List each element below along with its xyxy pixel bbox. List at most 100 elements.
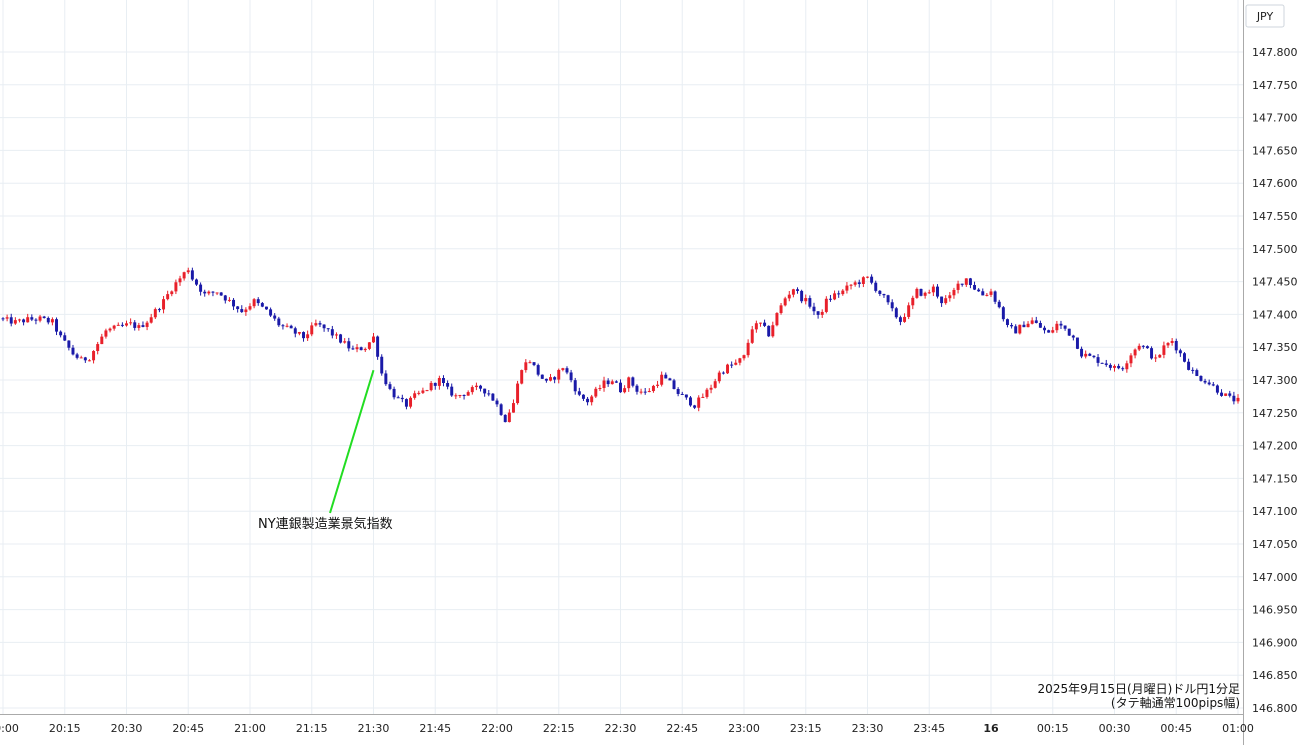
candle-body [207, 291, 211, 294]
candle-body [1121, 368, 1125, 370]
candle-body [240, 309, 244, 313]
candle-body [1104, 363, 1108, 365]
currency-badge[interactable]: JPY [1245, 4, 1285, 28]
candle-body [553, 377, 557, 380]
x-tick-label: 22:00 [481, 722, 513, 735]
candle-body [1030, 320, 1034, 324]
candle-body [376, 336, 380, 357]
candle-body [837, 293, 841, 295]
candle-body [256, 299, 260, 304]
candle-body [1088, 353, 1092, 356]
candle-body [964, 278, 968, 285]
y-tick-label: 146.800 [1252, 702, 1298, 715]
candle-body [730, 364, 734, 366]
candle-body [87, 360, 91, 362]
x-tick-label: 21:00 [234, 722, 266, 735]
candle-body [252, 299, 256, 307]
candle-body [120, 324, 124, 326]
candle-body [800, 290, 804, 302]
candle-body [866, 276, 869, 278]
candle-body [569, 372, 573, 381]
candle-body [1018, 324, 1022, 334]
candle-body [59, 331, 63, 336]
candle-body [96, 344, 100, 352]
candle-body [499, 404, 503, 415]
y-tick-label: 147.000 [1252, 571, 1298, 584]
x-tick-label: 01:00 [1222, 722, 1254, 735]
candle-body [738, 358, 742, 363]
candle-body [1014, 326, 1018, 334]
candle-body [861, 277, 865, 284]
candle-body [520, 370, 524, 384]
candle-body [63, 335, 67, 341]
y-tick-label: 147.050 [1252, 538, 1298, 551]
candle-body [359, 347, 363, 351]
candle-body [380, 356, 384, 374]
candle-body [561, 368, 565, 370]
x-tick-label: 23:00 [728, 722, 760, 735]
y-tick-label: 147.300 [1252, 374, 1298, 387]
candle-body [1145, 346, 1149, 349]
candle-body [13, 320, 17, 324]
candle-body [1170, 340, 1174, 343]
candle-body [269, 309, 273, 316]
candle-body [149, 317, 153, 323]
candle-body [26, 317, 30, 323]
candle-body [804, 298, 808, 302]
candle-body [38, 316, 42, 321]
candle-body [108, 328, 112, 331]
y-tick-label: 147.100 [1252, 505, 1298, 518]
candle-body [277, 318, 281, 326]
candle-body [911, 297, 915, 306]
candle-body [726, 364, 730, 374]
candle-body [400, 397, 404, 400]
candle-body [203, 291, 207, 294]
candle-body [985, 294, 989, 296]
candle-body [372, 336, 375, 343]
candle-body [437, 378, 441, 386]
y-tick-label: 147.650 [1252, 144, 1298, 157]
candle-body [693, 405, 697, 408]
candle-body [656, 384, 660, 386]
candle-body [1183, 353, 1186, 362]
x-tick-label: 20:30 [111, 722, 143, 735]
candle-body [882, 293, 886, 296]
candle-body [236, 306, 240, 310]
candle-body [433, 382, 437, 386]
candle-body [310, 325, 314, 335]
candle-body [260, 303, 264, 307]
candle-body [458, 394, 462, 396]
candle-body [141, 325, 145, 327]
candle-body [474, 385, 478, 388]
candle-body [1113, 365, 1116, 368]
candle-body [133, 322, 137, 328]
y-tick-label: 147.550 [1252, 210, 1298, 223]
candle-body [549, 377, 552, 381]
candle-body [330, 329, 334, 336]
candle-body [100, 336, 104, 345]
candle-body [540, 374, 544, 379]
candle-body [767, 325, 771, 337]
candle-body [721, 372, 725, 374]
candle-body [145, 322, 149, 327]
candle-body [577, 391, 581, 395]
candle-body [701, 396, 705, 398]
candle-body [483, 388, 487, 394]
candle-body [334, 334, 338, 336]
candle-body [129, 322, 133, 324]
candle-body [367, 342, 371, 349]
candle-body [581, 394, 585, 399]
candle-body [960, 283, 964, 285]
y-tick-label: 146.850 [1252, 669, 1298, 682]
candle-body [796, 289, 799, 291]
candle-body [787, 294, 791, 299]
candle-body [153, 309, 157, 318]
candle-body [680, 393, 684, 395]
x-tick-label: 21:45 [419, 722, 451, 735]
candle-body [425, 390, 429, 392]
candle-body [1220, 392, 1224, 396]
candle-body [1067, 328, 1071, 336]
candle-body [347, 341, 351, 349]
y-tick-label: 147.200 [1252, 440, 1298, 453]
candle-body [742, 355, 746, 359]
